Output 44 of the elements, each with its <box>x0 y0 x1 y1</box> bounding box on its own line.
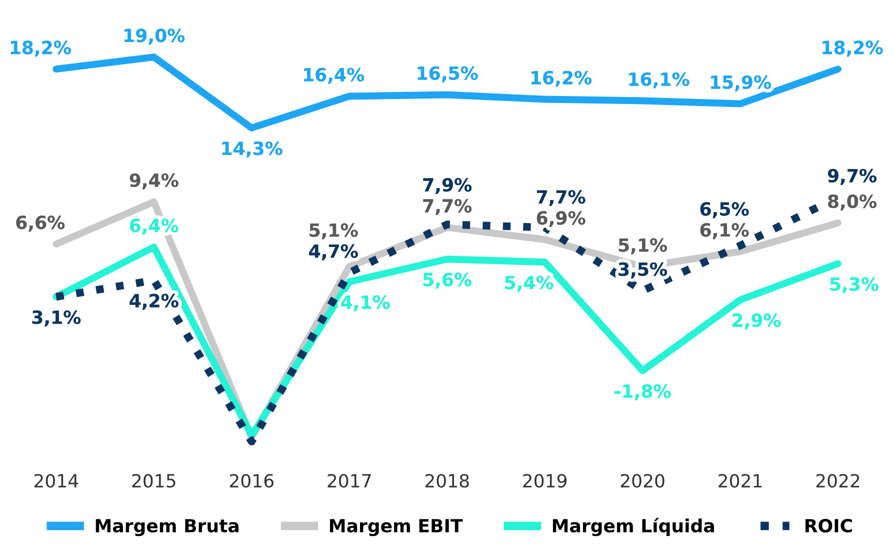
data-label: 5,4% <box>505 276 554 292</box>
x-tick-label: 2014 <box>34 474 78 488</box>
data-label: 4,7% <box>309 244 358 260</box>
data-label: 5,1% <box>618 238 668 254</box>
x-tick-label: 2016 <box>230 474 274 488</box>
x-tick-label: 2019 <box>523 474 567 488</box>
legend-label: Margem Bruta <box>96 519 238 536</box>
data-label: 19,0% <box>124 28 185 45</box>
data-label: 9,7% <box>828 168 876 185</box>
data-label: 7,7% <box>423 199 472 215</box>
x-tick-label: 2020 <box>620 474 664 488</box>
x-tick-label: 2017 <box>328 474 371 488</box>
data-label: 7,7% <box>536 190 586 206</box>
x-tick-label: 2021 <box>718 474 762 488</box>
data-label: 14,3% <box>222 141 282 158</box>
data-label: 16,5% <box>418 66 478 82</box>
data-label: 15,9% <box>710 75 772 92</box>
x-tick-label: 2015 <box>132 474 176 488</box>
data-label: 4,1% <box>341 295 390 312</box>
data-label: 5,1% <box>310 223 358 240</box>
data-label: 5,6% <box>423 272 472 289</box>
data-label: 16,4% <box>304 68 364 84</box>
legend-label: Margem Líquida <box>552 518 714 536</box>
x-tick-label: 2022 <box>816 474 860 488</box>
data-label: 6,4% <box>130 218 178 235</box>
legend-label: ROIC <box>806 518 852 533</box>
data-label: 7,9% <box>423 178 472 194</box>
x-tick-label: 2018 <box>425 474 469 488</box>
data-label: -1,8% <box>614 384 671 400</box>
data-label: 18,2% <box>10 40 71 57</box>
data-label: 9,4% <box>130 173 178 190</box>
data-label: 3,5% <box>618 262 668 278</box>
data-label: 16,2% <box>532 70 592 87</box>
data-label: 5,3% <box>830 277 878 294</box>
data-label: 6,9% <box>536 211 586 228</box>
data-label: 2,9% <box>732 313 781 330</box>
legend-label: Margem EBIT <box>330 519 463 536</box>
data-label: 8,0% <box>828 194 876 210</box>
data-label: 16,1% <box>629 72 690 88</box>
data-label: 6,1% <box>700 223 749 240</box>
data-label: 6,6% <box>16 216 65 232</box>
data-label: 18,2% <box>822 40 883 57</box>
data-label: 3,1% <box>32 310 81 326</box>
data-label: 6,5% <box>700 202 749 218</box>
